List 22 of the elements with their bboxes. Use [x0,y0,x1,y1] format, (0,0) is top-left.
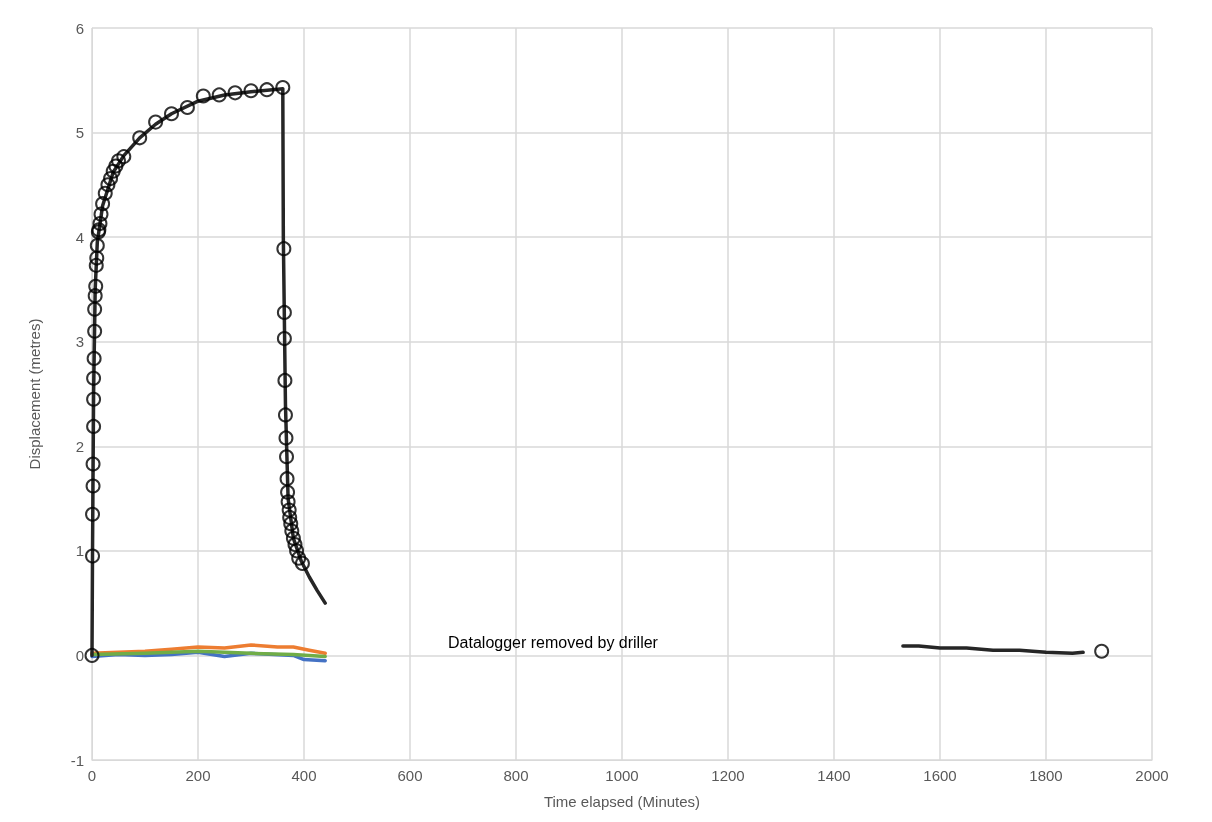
y-axis-title: Displacement (metres) [26,318,43,470]
x-tick-label: 2000 [1135,767,1169,784]
x-tick-label: 1800 [1029,767,1063,784]
x-tick-label: 0 [87,767,97,784]
y-tick-label: 3 [75,333,84,351]
x-axis-title: Time elapsed (Minutes) [543,793,701,810]
x-tick-label: 1200 [711,767,745,784]
x-tick-label: 1000 [605,767,639,784]
y-tick-label: 0 [75,646,84,664]
x-tick-label: 400 [291,767,317,784]
y-tick-label: 4 [75,228,84,246]
x-tick-label: 600 [397,767,423,784]
y-tick-label: 1 [75,542,84,560]
x-tick-label: 200 [185,767,211,784]
x-tick-label: 800 [503,767,529,784]
y-tick-label: 5 [75,124,84,142]
y-tick-label: 6 [75,19,84,37]
x-tick-label: 1400 [817,767,851,784]
y-tick-label: -1 [70,751,84,769]
x-tick-label: 1600 [923,767,957,784]
y-tick-label: 2 [75,437,84,455]
annotation: Datalogger removed by driller [448,633,659,651]
